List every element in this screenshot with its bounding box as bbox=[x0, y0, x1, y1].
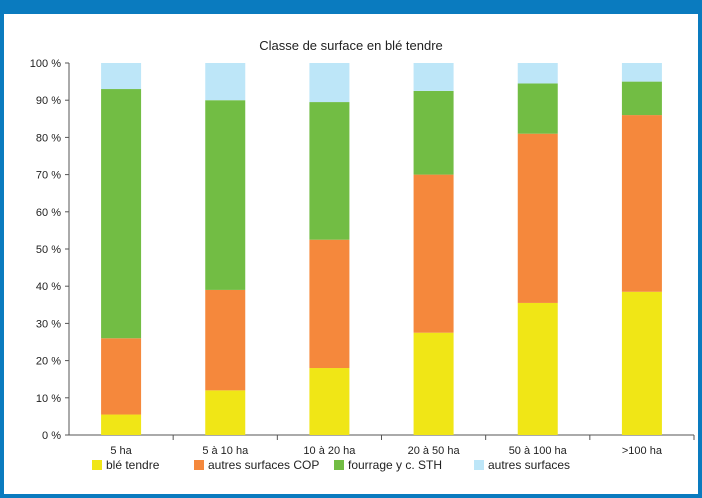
legend-swatch bbox=[474, 460, 484, 470]
bar-segment bbox=[621, 63, 662, 82]
bar-segment bbox=[101, 338, 142, 415]
legend-swatch bbox=[92, 460, 102, 470]
bar-segment bbox=[413, 332, 454, 435]
x-tick-label: 5 ha bbox=[110, 445, 132, 457]
y-tick-label: 0 % bbox=[42, 430, 61, 442]
bar-segment bbox=[309, 239, 350, 369]
legend-swatch bbox=[334, 460, 344, 470]
legend-label: fourrage y c. STH bbox=[348, 458, 442, 472]
y-tick-label: 80 % bbox=[36, 132, 61, 144]
legend-label: autres surfaces COP bbox=[208, 458, 319, 472]
chart-title: Classe de surface en blé tendre bbox=[259, 38, 443, 53]
x-tick-label: >100 ha bbox=[622, 445, 663, 457]
legend: blé tendre autres surfaces COP fourrage y … bbox=[92, 458, 570, 472]
bar-segment bbox=[309, 102, 350, 240]
bar-segment bbox=[101, 63, 142, 90]
y-tick-label: 50 % bbox=[36, 244, 61, 256]
bar-segment bbox=[309, 368, 350, 435]
bar-segment bbox=[205, 100, 246, 290]
bar-segment bbox=[621, 115, 662, 292]
bar-segment bbox=[517, 63, 558, 84]
legend-label: blé tendre bbox=[106, 458, 160, 472]
x-tick-label: 5 à 10 ha bbox=[202, 445, 249, 457]
y-tick-label: 20 % bbox=[36, 356, 61, 368]
bar-segment bbox=[413, 90, 454, 175]
y-tick-label: 10 % bbox=[36, 393, 61, 405]
legend-label: autres surfaces bbox=[488, 458, 570, 472]
banner-tab bbox=[140, 0, 560, 14]
y-tick-label: 100 % bbox=[30, 58, 61, 70]
bar-segment bbox=[205, 390, 246, 435]
y-tick-label: 90 % bbox=[36, 95, 61, 107]
bar-segment bbox=[205, 289, 246, 391]
y-tick-label: 70 % bbox=[36, 170, 61, 182]
y-tick-label: 40 % bbox=[36, 281, 61, 293]
bar-segment bbox=[621, 81, 662, 116]
bar-segment bbox=[205, 63, 246, 101]
bar-segment bbox=[517, 302, 558, 435]
bar-segment bbox=[101, 414, 142, 435]
bar-segment bbox=[413, 63, 454, 91]
y-tick-label: 60 % bbox=[36, 207, 61, 219]
stacked-bar-chart: Classe de surface en blé tendre 0 % 10 % 2… bbox=[30, 38, 695, 472]
plot-area: 0 % 10 % 20 % 30 % 40 % 50 % 60 % 70 % 80 % 90 % 1… bbox=[30, 58, 695, 457]
bar-segment bbox=[101, 89, 142, 339]
bar-segment bbox=[517, 133, 558, 303]
chart-panel: Classe de surface en blé tendre 0 % 10 % 2… bbox=[4, 14, 698, 494]
bar-segment bbox=[621, 291, 662, 435]
bar-segment bbox=[309, 63, 350, 103]
legend-swatch bbox=[194, 460, 204, 470]
bar-segment bbox=[517, 83, 558, 134]
bar-segment bbox=[413, 174, 454, 333]
x-tick-label: 10 à 20 ha bbox=[303, 445, 356, 457]
x-tick-label: 50 à 100 ha bbox=[509, 445, 568, 457]
x-tick-label: 20 à 50 ha bbox=[408, 445, 461, 457]
y-tick-label: 30 % bbox=[36, 318, 61, 330]
